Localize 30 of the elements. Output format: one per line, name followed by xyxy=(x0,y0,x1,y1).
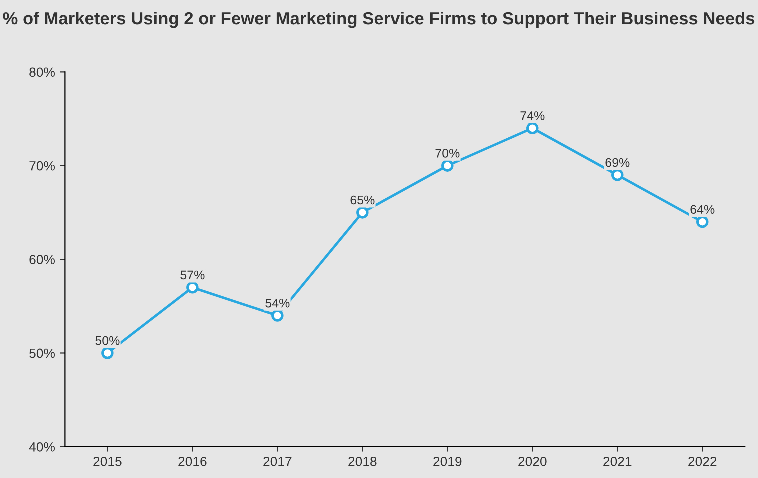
x-tick-label: 2018 xyxy=(348,457,377,466)
x-tick-label: 2021 xyxy=(604,457,632,466)
y-tick-label: 70% xyxy=(30,161,55,171)
y-tick-label: 60% xyxy=(30,255,55,264)
point xyxy=(186,282,199,294)
data-label: 50% xyxy=(96,336,120,346)
x-tick-label: 2022 xyxy=(688,457,717,466)
data-label: 70% xyxy=(436,148,460,158)
x-tick-label: 2017 xyxy=(264,457,292,466)
data-label: 65% xyxy=(350,196,375,205)
chart-title: % of Marketers Using 2 or Fewer Marketing Service Firms to Support Their Business Needs xyxy=(3,12,755,28)
point xyxy=(612,169,624,182)
y-tick-label: 80% xyxy=(30,68,55,78)
point xyxy=(526,122,539,134)
data-label: 57% xyxy=(180,270,205,280)
data-label: 64% xyxy=(690,205,715,214)
point xyxy=(102,347,114,360)
point xyxy=(696,216,709,228)
data-label: 74% xyxy=(520,112,545,120)
x-tick-label: 2019 xyxy=(434,457,462,466)
x-tick-label: 2015 xyxy=(94,457,122,466)
point xyxy=(442,160,454,172)
data-label: 54% xyxy=(266,298,290,308)
x-tick-label: 2020 xyxy=(518,457,547,466)
point xyxy=(356,206,369,219)
point xyxy=(272,310,284,322)
y-tick-label: 50% xyxy=(30,348,55,358)
x-tick-label: 2016 xyxy=(178,457,207,466)
data-label: 69% xyxy=(606,158,630,168)
y-tick-label: 40% xyxy=(29,442,55,452)
